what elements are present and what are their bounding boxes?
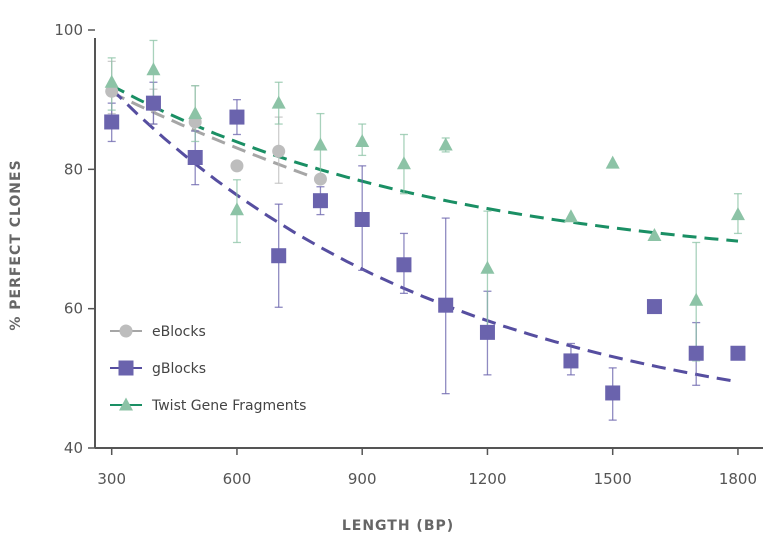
point-gblocks — [646, 299, 662, 315]
point-twist-gene-fragments — [689, 292, 704, 306]
point-eblocks — [313, 172, 327, 186]
point-gblocks — [438, 297, 454, 313]
y-tick-label: 40 — [64, 439, 83, 457]
point-gblocks — [312, 193, 328, 209]
legend-label-eblocks: eBlocks — [152, 324, 206, 340]
point-twist-gene-fragments — [605, 155, 620, 169]
point-gblocks — [145, 95, 161, 111]
point-twist-gene-fragments — [396, 156, 411, 170]
point-twist-gene-fragments — [188, 106, 203, 120]
point-twist-gene-fragments — [104, 74, 119, 88]
legend-marker-gblocks — [118, 360, 134, 376]
point-gblocks — [563, 353, 579, 369]
point-twist-gene-fragments — [271, 95, 286, 109]
legend-label-gblocks: gBlocks — [152, 361, 206, 377]
x-tick-label: 300 — [97, 470, 126, 488]
trend-lines — [110, 84, 739, 384]
point-twist-gene-fragments — [563, 209, 578, 223]
y-tick-label: 100 — [54, 21, 83, 39]
y-tick-label: 80 — [64, 160, 83, 178]
point-gblocks — [396, 257, 412, 273]
point-eblocks — [105, 84, 119, 98]
point-gblocks — [187, 149, 203, 165]
legend-marker-eblocks — [119, 324, 133, 338]
trend-line-gblocks — [110, 88, 739, 384]
point-gblocks — [229, 109, 245, 125]
x-tick-label: 1800 — [719, 470, 757, 488]
point-eblocks — [230, 159, 244, 173]
y-axis-title: % PERFECT CLONES — [8, 159, 24, 330]
point-twist-gene-fragments — [730, 207, 745, 221]
x-tick-label: 1200 — [468, 470, 506, 488]
point-gblocks — [104, 114, 120, 130]
point-gblocks — [354, 211, 370, 227]
x-tick-label: 600 — [223, 470, 252, 488]
legend: eBlocks gBlocks Twist Gene Fragments — [110, 324, 306, 414]
point-gblocks — [688, 345, 704, 361]
point-twist-gene-fragments — [438, 137, 453, 151]
point-gblocks — [605, 385, 621, 401]
y-tick-label: 60 — [64, 300, 83, 318]
point-twist-gene-fragments — [355, 133, 370, 147]
legend-marker-twist-gene-fragments — [119, 397, 133, 411]
point-twist-gene-fragments — [480, 260, 495, 274]
data-points — [104, 62, 746, 401]
point-twist-gene-fragments — [146, 62, 161, 76]
point-twist-gene-fragments — [229, 202, 244, 216]
trend-line-eblocks — [111, 91, 322, 182]
point-twist-gene-fragments — [313, 137, 328, 151]
point-twist-gene-fragments — [647, 228, 662, 242]
point-gblocks — [479, 324, 495, 340]
point-eblocks — [272, 144, 286, 158]
point-gblocks — [271, 248, 287, 264]
point-gblocks — [730, 345, 746, 361]
axes: 40 60 80 100 300 600 900 1200 1500 1800 — [54, 21, 763, 488]
trend-line-twist-gene-fragments — [111, 84, 739, 243]
legend-label-twist-gene-fragments: Twist Gene Fragments — [151, 398, 306, 414]
x-tick-label: 1500 — [594, 470, 632, 488]
x-tick-label: 900 — [348, 470, 377, 488]
x-axis-title: LENGTH (BP) — [342, 518, 454, 534]
